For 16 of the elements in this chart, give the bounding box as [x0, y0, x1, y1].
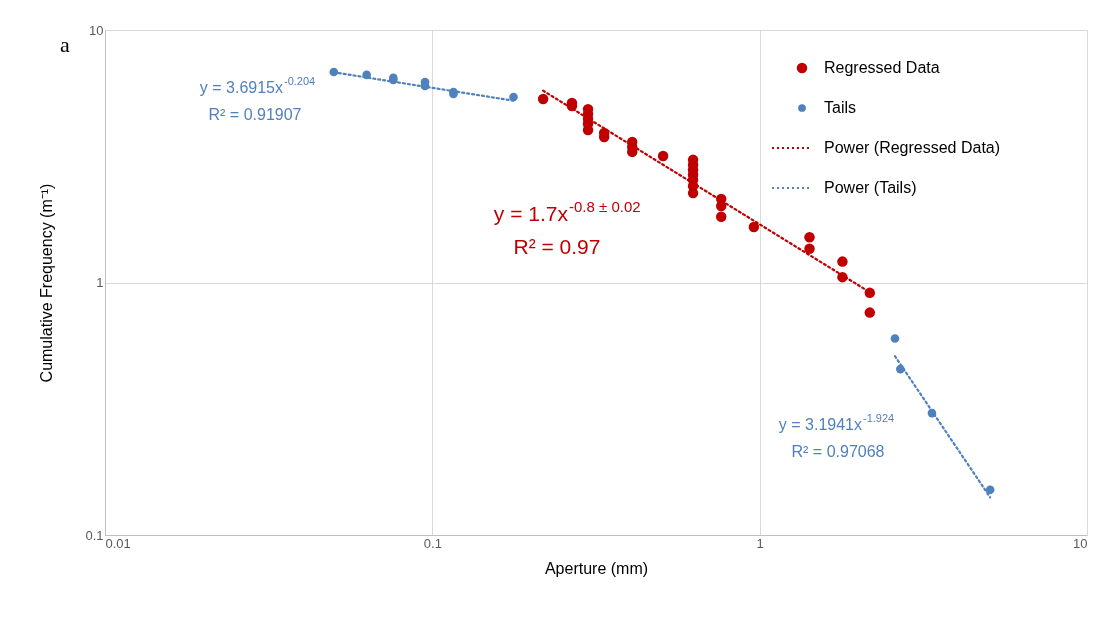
- y-axis-title: Cumulative Frequency (m⁻¹): [38, 183, 56, 383]
- y-tick-label: 1: [96, 275, 104, 290]
- x-tick-label: 0.01: [105, 535, 131, 551]
- x-tick-label: 1: [756, 535, 764, 551]
- annotation: R² = 0.97: [513, 235, 601, 258]
- x-axis-title: Aperture (mm): [544, 559, 649, 577]
- x-tick-label: 0.1: [423, 535, 442, 551]
- annotation: R² = 0.97068: [791, 443, 885, 460]
- x-tick-label: 10: [1073, 535, 1088, 551]
- legend-label: Power (Tails): [824, 179, 917, 196]
- annotation: R² = 0.91907: [208, 106, 302, 123]
- legend-label: Power (Regressed Data): [824, 139, 1001, 156]
- legend-label: Tails: [824, 99, 857, 116]
- legend-label: Regressed Data: [824, 59, 940, 76]
- text: a: [60, 32, 70, 57]
- y-tick-label: 10: [89, 22, 104, 38]
